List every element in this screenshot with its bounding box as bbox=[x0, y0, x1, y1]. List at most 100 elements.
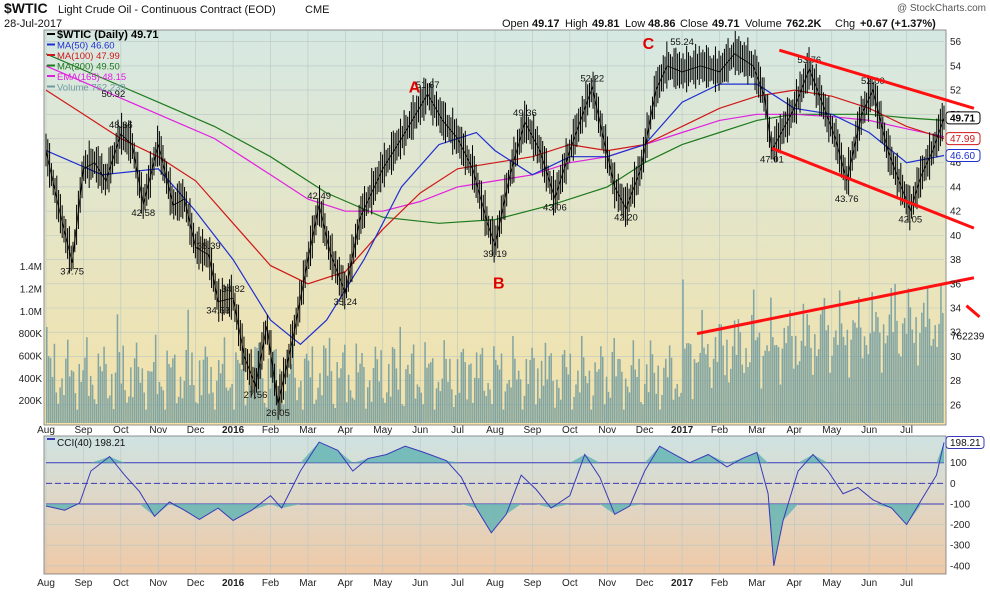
volume-bar bbox=[823, 298, 826, 423]
volume-bar bbox=[237, 359, 239, 423]
volume-bar bbox=[796, 364, 799, 423]
volume-bar bbox=[89, 375, 92, 423]
volume-bar bbox=[521, 409, 524, 423]
volume-bar bbox=[724, 375, 726, 423]
volume-bar bbox=[185, 349, 188, 423]
price-tick-label: 40 bbox=[950, 231, 962, 242]
volume-bar bbox=[930, 345, 933, 423]
volume-bar bbox=[794, 335, 797, 423]
volume-bar bbox=[49, 357, 52, 423]
volume-bar bbox=[489, 389, 491, 423]
volume-bar bbox=[240, 369, 243, 423]
volume-bar bbox=[428, 363, 430, 423]
cci-x-tick-label: Oct bbox=[562, 578, 578, 589]
volume-bar bbox=[922, 302, 925, 423]
volume-bar bbox=[630, 365, 633, 423]
volume-bar bbox=[233, 409, 235, 423]
volume-bar bbox=[714, 337, 717, 423]
volume-bar bbox=[359, 363, 361, 423]
volume-bar bbox=[363, 367, 365, 423]
volume-bar bbox=[691, 399, 694, 423]
volume-bar bbox=[242, 348, 245, 423]
volume-bar bbox=[558, 387, 560, 423]
volume-bar bbox=[409, 373, 411, 423]
volume-bar bbox=[901, 323, 904, 423]
volume-bar bbox=[298, 387, 300, 423]
volume-bar bbox=[940, 285, 942, 423]
volume-bar bbox=[668, 345, 671, 423]
volume-bar bbox=[103, 346, 105, 423]
volume-bar bbox=[781, 348, 784, 423]
legend-entry: Volume 762,239 bbox=[57, 83, 126, 94]
volume-bar bbox=[70, 370, 73, 423]
volume-bar bbox=[149, 371, 151, 423]
volume-bar bbox=[835, 330, 837, 423]
volume-bar bbox=[86, 337, 88, 423]
volume-bar bbox=[731, 346, 734, 423]
volume-bar bbox=[720, 324, 722, 423]
volume-bar bbox=[699, 352, 701, 423]
volume-bar bbox=[666, 377, 669, 423]
volume-bar bbox=[472, 402, 474, 423]
volume-bar bbox=[863, 336, 866, 423]
volume-bar bbox=[82, 370, 84, 423]
volume-bar bbox=[172, 358, 174, 423]
volume-bar bbox=[913, 342, 915, 423]
volume-bar bbox=[544, 342, 547, 423]
volume-bar bbox=[687, 343, 690, 423]
x-tick-label: Mar bbox=[299, 425, 317, 436]
volume-bar bbox=[888, 314, 891, 423]
volume-bar bbox=[865, 345, 868, 423]
volume-bar bbox=[638, 358, 640, 423]
volume-bar bbox=[101, 371, 103, 423]
chg-value: +0.67 (+1.37%) bbox=[860, 18, 936, 30]
price-grid bbox=[45, 31, 944, 424]
volume-bar bbox=[514, 358, 516, 423]
quote-bar: Open 49.17 High 49.81 Low 48.86 Close 49… bbox=[502, 18, 936, 30]
volume-bar bbox=[181, 398, 184, 423]
volume-bar bbox=[122, 345, 124, 423]
volume-bars bbox=[46, 279, 944, 423]
price-annotation: 50.92 bbox=[101, 89, 125, 100]
volume-bar bbox=[615, 376, 617, 423]
volume-bar bbox=[269, 388, 272, 423]
volume-bar bbox=[405, 369, 407, 423]
volume-bar bbox=[787, 325, 789, 423]
legend-swatch bbox=[47, 64, 55, 67]
price-annotation: 38.39 bbox=[197, 241, 221, 252]
volume-bar bbox=[758, 332, 761, 423]
cci-tick-label: -200 bbox=[950, 520, 970, 531]
volume-bar bbox=[661, 394, 663, 423]
volume-bar bbox=[512, 336, 514, 423]
volume-bar bbox=[703, 347, 705, 423]
volume-tick-label: 1.2M bbox=[20, 284, 42, 295]
volume-bar bbox=[80, 381, 82, 423]
volume-bar bbox=[72, 371, 75, 423]
volume-bar bbox=[814, 334, 816, 423]
volume-bar bbox=[139, 382, 142, 423]
volume-bar bbox=[728, 382, 730, 423]
cci-tick-label: 0 bbox=[950, 479, 956, 490]
volume-bar bbox=[693, 359, 696, 423]
volume-bar bbox=[368, 380, 371, 423]
volume-bar bbox=[928, 318, 931, 423]
volume-bar bbox=[126, 402, 128, 423]
volume-bar bbox=[229, 387, 231, 423]
volume-bar bbox=[393, 348, 396, 423]
cci-x-tick-label: 2016 bbox=[222, 578, 245, 589]
volume-bar bbox=[882, 324, 885, 423]
volume-bar bbox=[386, 392, 388, 423]
volume-bar bbox=[332, 403, 335, 423]
wave-label: C bbox=[643, 36, 655, 53]
volume-bar bbox=[517, 370, 520, 423]
volume-bar bbox=[752, 289, 755, 423]
volume-bar bbox=[302, 409, 304, 423]
x-tick-label: Jul bbox=[900, 425, 913, 436]
volume-bar bbox=[632, 340, 635, 423]
volume-bar bbox=[932, 338, 935, 423]
volume-bar bbox=[340, 368, 342, 423]
volume-tick-label: 1.0M bbox=[20, 307, 42, 318]
volume-bar bbox=[120, 383, 123, 423]
volume-bar bbox=[605, 376, 608, 423]
volume-bar bbox=[403, 406, 405, 423]
